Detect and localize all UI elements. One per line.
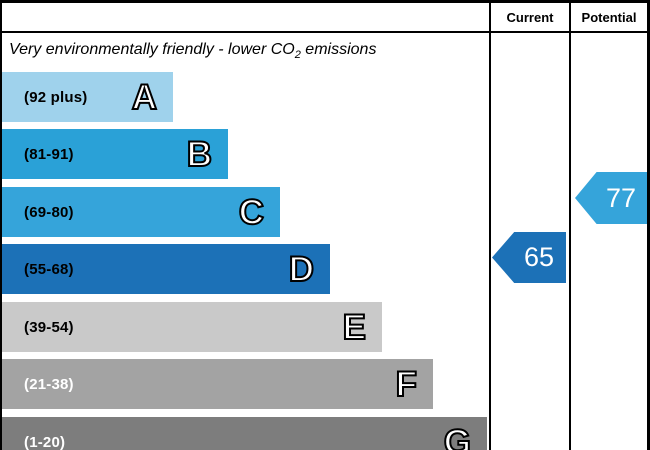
- header-divider-line: [0, 31, 650, 33]
- potential-column-divider: [569, 0, 571, 450]
- chart-caption: Very environmentally friendly - lower CO…: [9, 41, 376, 61]
- band-letter-d: D: [288, 249, 315, 289]
- current-rating-value: 65: [523, 242, 555, 272]
- band-letter-b: B: [186, 134, 213, 174]
- potential-column-header: Potential: [581, 9, 637, 25]
- band-range-label-b: (81-91): [24, 145, 74, 163]
- band-row-f: (21-38) F: [2, 359, 433, 409]
- chart-left-border: [0, 0, 2, 450]
- band-letter-c: C: [238, 192, 265, 232]
- band-row-c: (69-80) C: [2, 187, 280, 237]
- chart-caption-suffix: emissions: [300, 41, 377, 58]
- chart-top-border: [0, 0, 650, 3]
- band-row-g: (1-20) G: [2, 417, 487, 450]
- chart-caption-subscript: 2: [294, 49, 301, 62]
- band-range-label-a: (92 plus): [24, 88, 88, 106]
- current-column-header: Current: [506, 9, 554, 25]
- potential-rating-arrow: 77: [575, 172, 647, 224]
- band-range-label-e: (39-54): [24, 318, 74, 336]
- band-row-e: (39-54) E: [2, 302, 382, 352]
- band-range-label-g: (1-20): [24, 433, 66, 450]
- band-letter-f: F: [395, 364, 418, 404]
- band-range-label-f: (21-38): [24, 375, 74, 393]
- band-row-b: (81-91) B: [2, 129, 228, 179]
- chart-right-border: [647, 0, 650, 450]
- current-rating-arrow: 65: [492, 232, 566, 283]
- band-letter-e: E: [342, 307, 367, 347]
- potential-rating-value: 77: [605, 182, 637, 213]
- band-letter-a: A: [131, 77, 158, 117]
- band-range-label-c: (69-80): [24, 203, 74, 221]
- chart-caption-text: Very environmentally friendly - lower CO: [9, 41, 295, 58]
- band-range-label-d: (55-68): [24, 260, 74, 278]
- band-row-d: (55-68) D: [2, 244, 330, 294]
- current-column-divider: [489, 0, 491, 450]
- band-letter-g: G: [443, 422, 472, 450]
- band-row-a: (92 plus) A: [2, 72, 173, 122]
